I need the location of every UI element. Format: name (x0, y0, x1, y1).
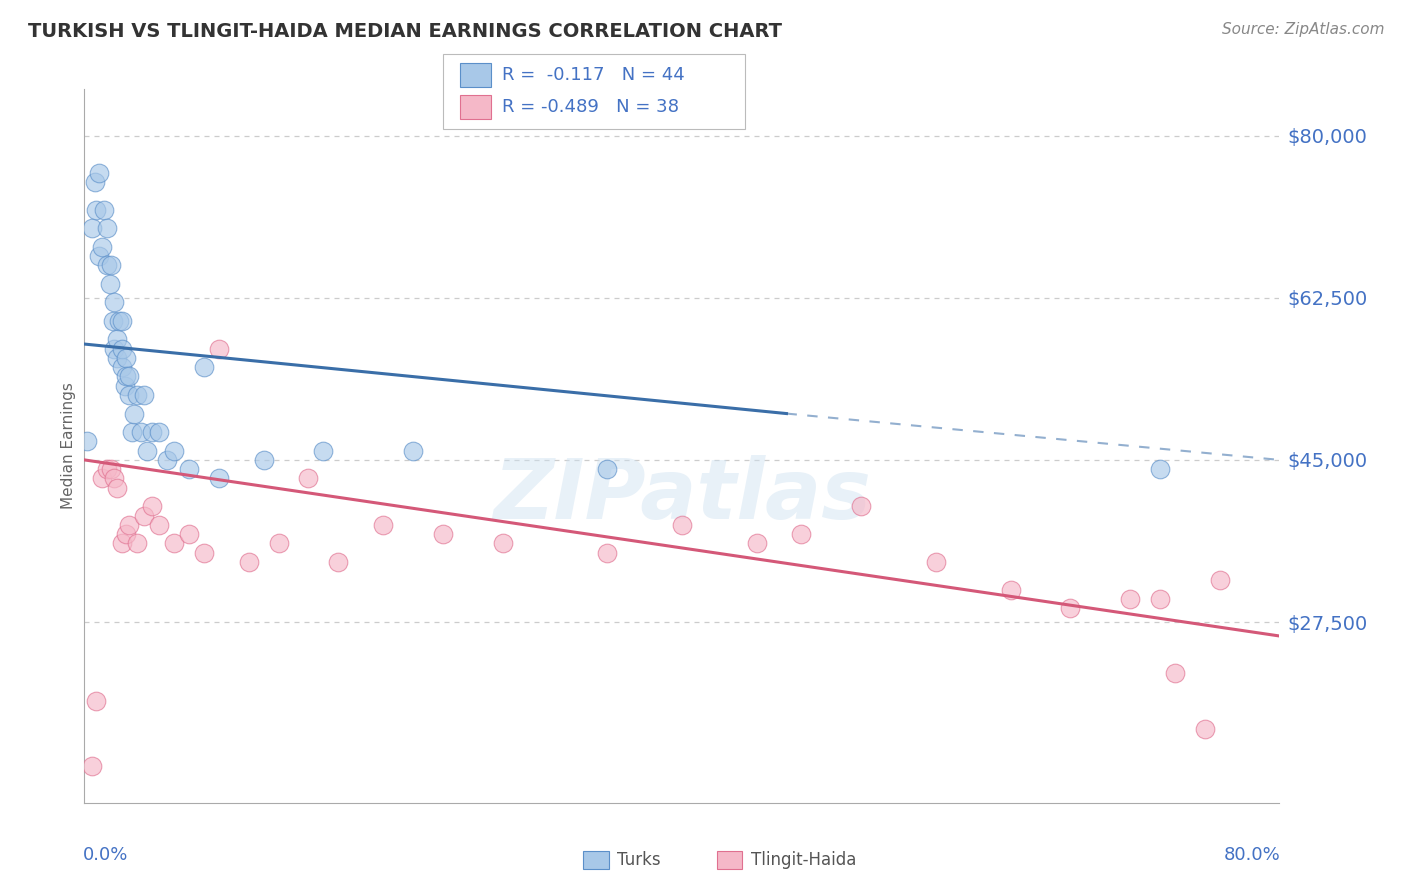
Point (492, 536, 515, 550)
Point (89, 166, 111, 180)
Text: R = -0.489   N = 38: R = -0.489 N = 38 (502, 98, 679, 116)
Point (790, 527, 813, 541)
Point (297, 471, 319, 485)
Point (107, 314, 129, 328)
Point (141, 425, 163, 439)
Point (80, 758, 103, 772)
Point (1059, 601, 1081, 615)
Point (100, 462, 122, 476)
Point (141, 500, 163, 514)
Y-axis label: Median Earnings: Median Earnings (60, 383, 76, 509)
Point (103, 295, 125, 310)
Point (96, 462, 118, 476)
Point (193, 545, 215, 559)
Point (132, 388, 156, 402)
Point (125, 536, 148, 550)
Point (111, 342, 134, 356)
Text: ZIPatlas: ZIPatlas (494, 456, 870, 536)
Point (129, 425, 152, 439)
Point (1149, 462, 1171, 476)
Point (100, 258, 122, 272)
Point (105, 351, 128, 365)
Point (312, 443, 335, 458)
Point (402, 443, 425, 458)
Point (745, 536, 768, 550)
Point (118, 517, 141, 532)
Point (98, 277, 121, 291)
Point (671, 517, 693, 532)
Point (925, 555, 948, 569)
Point (155, 453, 177, 467)
Point (177, 462, 200, 476)
Point (89, 249, 111, 263)
Point (86, 202, 108, 217)
Point (91, 471, 114, 485)
Point (1000, 582, 1022, 597)
Point (111, 314, 134, 328)
Point (105, 333, 128, 347)
Point (132, 508, 156, 523)
Point (91, 240, 114, 254)
Point (1194, 722, 1216, 736)
Point (596, 545, 619, 559)
Point (1209, 574, 1232, 588)
Point (208, 342, 231, 356)
Point (208, 471, 231, 485)
Point (851, 500, 873, 514)
Point (148, 425, 170, 439)
Point (103, 471, 125, 485)
Point (238, 555, 260, 569)
Point (267, 536, 290, 550)
Point (86, 694, 108, 708)
Text: 80.0%: 80.0% (1223, 846, 1281, 863)
Point (432, 527, 454, 541)
Point (177, 527, 200, 541)
Point (121, 425, 143, 439)
Point (1164, 666, 1187, 681)
Point (118, 369, 141, 384)
Point (125, 388, 148, 402)
Point (328, 555, 350, 569)
Text: R =  -0.117   N = 44: R = -0.117 N = 44 (502, 66, 685, 84)
Text: 0.0%: 0.0% (83, 846, 128, 863)
Point (596, 462, 619, 476)
Point (115, 527, 138, 541)
Point (122, 407, 145, 421)
Point (114, 378, 136, 392)
Point (193, 360, 215, 375)
Text: Source: ZipAtlas.com: Source: ZipAtlas.com (1222, 22, 1385, 37)
Point (1119, 591, 1142, 606)
Point (148, 517, 170, 532)
Text: Tlingit-Haida: Tlingit-Haida (751, 851, 856, 869)
Point (80, 221, 103, 235)
Point (111, 536, 134, 550)
Point (96, 258, 118, 272)
Point (101, 314, 124, 328)
Point (93, 202, 115, 217)
Point (373, 517, 395, 532)
Point (103, 342, 125, 356)
Point (115, 369, 138, 384)
Point (163, 536, 186, 550)
Point (115, 351, 138, 365)
Point (111, 360, 134, 375)
Text: Turks: Turks (617, 851, 661, 869)
Point (136, 443, 159, 458)
Point (83, 175, 105, 189)
Point (96, 221, 118, 235)
Point (1149, 591, 1171, 606)
Text: TURKISH VS TLINGIT-HAIDA MEDIAN EARNINGS CORRELATION CHART: TURKISH VS TLINGIT-HAIDA MEDIAN EARNINGS… (28, 22, 782, 41)
Point (253, 453, 276, 467)
Point (118, 388, 141, 402)
Point (163, 443, 186, 458)
Point (76, 434, 98, 449)
Point (105, 481, 128, 495)
